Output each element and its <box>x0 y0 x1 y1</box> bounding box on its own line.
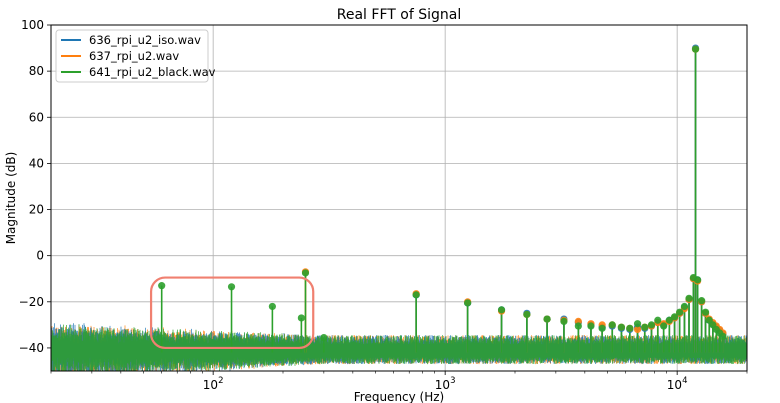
peak-marker <box>574 322 582 330</box>
legend-label: 641_rpi_u2_black.wav <box>89 65 216 79</box>
y-tick-label: 80 <box>29 64 44 78</box>
x-tick-label: 103 <box>435 376 456 392</box>
peak-marker <box>676 308 684 316</box>
y-tick-label: 0 <box>36 249 44 263</box>
y-tick-label: 60 <box>29 110 44 124</box>
peak-marker <box>297 314 305 322</box>
peak-marker <box>654 316 662 324</box>
peak-marker <box>464 299 472 307</box>
plot-frame <box>50 24 748 372</box>
peak-marker <box>685 294 693 302</box>
peak-marker <box>633 320 642 328</box>
legend-label: 636_rpi_u2_iso.wav <box>89 33 201 47</box>
peak-marker <box>523 310 531 319</box>
peak-marker <box>301 269 310 277</box>
peak-marker <box>158 282 166 290</box>
peak-marker <box>608 321 616 329</box>
peak-marker <box>626 324 634 332</box>
y-tick-label: 20 <box>29 203 44 217</box>
x-tick-label: 104 <box>667 376 688 392</box>
highlight-box <box>149 276 315 350</box>
y-tick-label: 100 <box>21 18 44 32</box>
peak-marker <box>671 313 679 321</box>
peak-marker <box>587 322 595 330</box>
y-tick-label: −40 <box>19 341 44 355</box>
peak-marker <box>698 297 706 305</box>
peak-marker <box>701 308 710 316</box>
peak-marker <box>268 302 276 311</box>
peak-marker <box>412 291 420 299</box>
peak-marker <box>320 333 328 342</box>
peak-marker <box>543 315 551 323</box>
peak-marker <box>227 283 236 291</box>
peak-marker <box>647 321 656 329</box>
annotation <box>149 276 315 350</box>
peak-marker <box>560 317 568 326</box>
peak-marker <box>694 276 702 284</box>
y-tick-label: −20 <box>19 295 44 309</box>
legend: 636_rpi_u2_iso.wav 637_rpi_u2.wav 641_rpi_… <box>55 29 216 83</box>
x-axis-label: Frequency (Hz) <box>354 390 445 403</box>
peak-marker <box>617 323 626 331</box>
peak-marker <box>691 45 700 53</box>
peak-marker <box>660 322 668 330</box>
y-tick-label: 40 <box>29 156 44 170</box>
chart-title: Real FFT of Signal <box>337 7 461 23</box>
y-axis-label: Magnitude (dB) <box>4 152 18 245</box>
peak-marker <box>641 323 649 331</box>
spectral-peaks <box>160 48 724 353</box>
peak-marker <box>680 302 689 311</box>
x-tick-label: 102 <box>203 376 224 392</box>
peak-marker <box>719 332 727 340</box>
axes: −40 −20 0 20 40 60 80 100 102 103 104 <box>19 18 748 392</box>
peak-marker <box>598 324 606 332</box>
legend-box <box>55 29 209 83</box>
peak-marker <box>665 316 673 324</box>
legend-label: 637_rpi_u2.wav <box>89 49 179 63</box>
peak-markers <box>158 44 727 342</box>
peak-marker <box>633 325 642 334</box>
peak-marker <box>497 306 506 314</box>
